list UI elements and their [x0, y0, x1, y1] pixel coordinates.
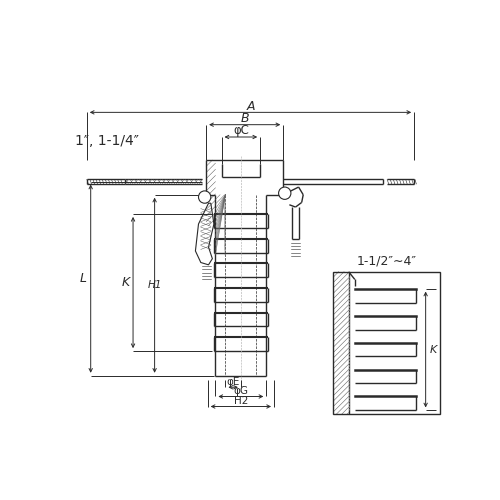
- Text: L: L: [80, 272, 86, 285]
- Circle shape: [198, 191, 211, 203]
- Text: H2: H2: [234, 396, 248, 406]
- Bar: [333, 272, 440, 414]
- Text: φG: φG: [234, 386, 248, 396]
- Text: K: K: [430, 344, 437, 354]
- Text: B: B: [240, 112, 249, 125]
- Circle shape: [278, 187, 291, 200]
- Text: K: K: [121, 276, 130, 289]
- Text: H1: H1: [148, 280, 162, 290]
- Text: 1″, 1-1/4″: 1″, 1-1/4″: [76, 134, 139, 148]
- Text: 1-1/2″∼4″: 1-1/2″∼4″: [356, 254, 416, 268]
- Text: A: A: [246, 100, 254, 112]
- Text: φC: φC: [233, 124, 249, 138]
- Text: φE: φE: [226, 377, 240, 387]
